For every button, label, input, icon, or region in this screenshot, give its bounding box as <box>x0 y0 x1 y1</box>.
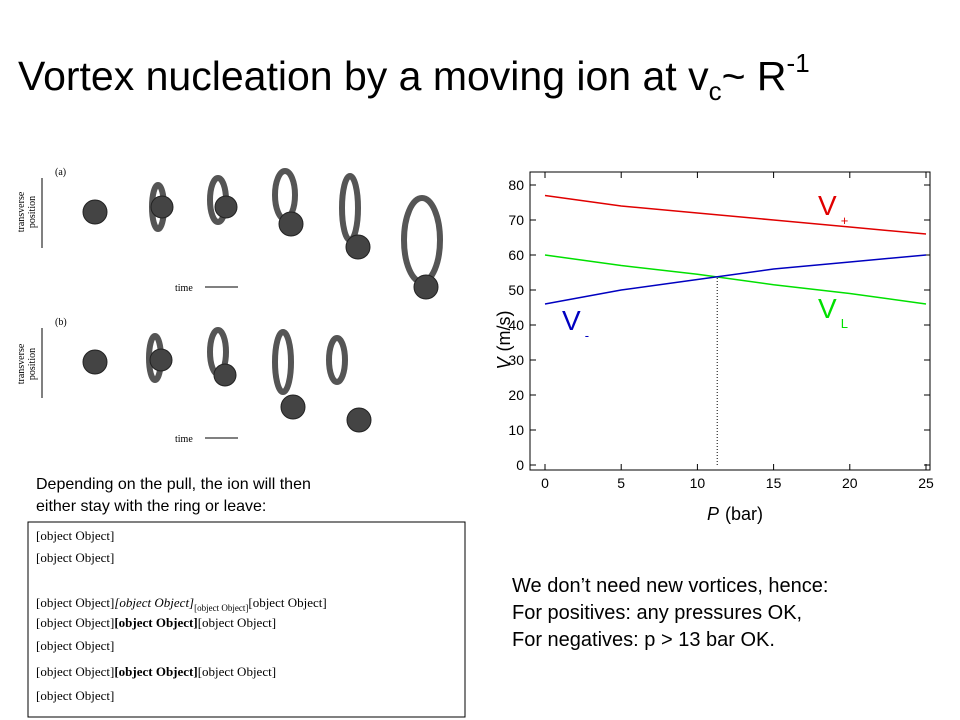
y-axis-label: V (m/s) <box>494 311 514 370</box>
axis-label: position <box>27 348 38 380</box>
title-text: ~ R <box>722 53 787 99</box>
series-line <box>544 194 927 235</box>
title-text: Vortex nucleation by a moving ion at v <box>18 53 709 99</box>
x-tick-label: 10 <box>690 475 706 491</box>
x-tick-label: 25 <box>918 475 934 491</box>
ion <box>345 234 371 260</box>
reference-text: [object Object] <box>36 615 114 630</box>
y-tick-label: 50 <box>508 282 524 298</box>
reference-text: [object Object] <box>198 615 276 630</box>
ion <box>214 195 238 219</box>
axis-unit: (bar) <box>725 504 763 524</box>
conclusion-line: For positives: any pressures OK, <box>512 602 802 624</box>
time-label: time <box>175 283 193 294</box>
series-name: V <box>818 190 837 221</box>
series-subscript: + <box>841 213 849 228</box>
reference-text: [object Object] <box>36 595 114 610</box>
plot-frame <box>529 171 931 471</box>
axis-label: transverse <box>16 191 27 232</box>
title-sub: c <box>709 76 722 106</box>
series-line <box>544 254 927 305</box>
reference-text: [object Object] <box>36 638 114 653</box>
axis-var: P <box>707 504 719 524</box>
ring <box>401 195 443 285</box>
reference-text: [object Object] <box>198 664 276 679</box>
reference-text: [object Object] <box>114 664 197 679</box>
series-name: V <box>818 293 837 324</box>
caption: Depending on the pull, the ion will then <box>36 476 311 493</box>
y-tick-label: 0 <box>516 457 524 473</box>
ion <box>346 407 372 433</box>
simulation-figure <box>41 168 443 439</box>
reference-text: [object Object] <box>248 595 326 610</box>
ion <box>280 394 306 420</box>
axis-label: transverse <box>16 343 27 384</box>
reference-box <box>27 521 466 718</box>
series-name: V <box>562 305 581 336</box>
ion <box>149 348 173 372</box>
y-tick-label: 10 <box>508 422 524 438</box>
series-line <box>544 254 927 305</box>
caption: either stay with the ring or leave: <box>36 498 266 515</box>
y-tick-label: 40 <box>508 317 524 333</box>
reference-line: [object Object][object Object][object Ob… <box>36 615 276 630</box>
x-tick-label: 0 <box>541 475 549 491</box>
reference-text: [object Object] <box>114 595 194 610</box>
axis-var: V <box>494 356 514 370</box>
x-tick-label: 15 <box>766 475 782 491</box>
ion <box>150 195 174 219</box>
reference-line: [object Object] <box>36 638 114 653</box>
y-tick-label: 70 <box>508 212 524 228</box>
axis-unit: (m/s) <box>494 311 514 352</box>
reference-text: [object Object] <box>36 664 114 679</box>
y-tick-label: 20 <box>508 387 524 403</box>
y-tick-label: 30 <box>508 352 524 368</box>
panel-label: (a) <box>55 167 66 178</box>
series-label: V- <box>562 305 589 343</box>
reference-line: [object Object][object Object][object Ob… <box>36 664 276 679</box>
slide-title: Vortex nucleation by a moving ion at vc~… <box>18 48 810 106</box>
ion <box>278 211 304 237</box>
reference-line: [object Object][object Object][object Ob… <box>36 595 327 613</box>
axis-label: position <box>27 196 38 228</box>
title-sup: -1 <box>787 48 810 78</box>
ion <box>82 349 108 375</box>
ion <box>413 274 439 300</box>
ring <box>272 329 294 395</box>
reference-line: [object Object] <box>36 688 114 703</box>
x-tick-label: 5 <box>617 475 625 491</box>
reference-line: [object Object] <box>36 550 114 565</box>
ring <box>339 173 361 243</box>
panel-label: (b) <box>55 317 67 328</box>
x-axis-label: P (bar) <box>707 504 763 524</box>
ion <box>213 363 237 387</box>
series-subscript: - <box>585 328 589 343</box>
reference-line: [object Object] <box>36 528 114 543</box>
reference-text: [object Object] <box>114 615 197 630</box>
reference-text: [object Object] <box>36 550 114 565</box>
conclusion-line: For negatives: p > 13 bar OK. <box>512 629 775 651</box>
series-subscript: L <box>841 316 848 331</box>
reference-text: [object Object] <box>36 528 114 543</box>
reference-text: [object Object] <box>194 603 248 613</box>
x-tick-label: 20 <box>842 475 858 491</box>
time-label: time <box>175 434 193 445</box>
y-tick-label: 60 <box>508 247 524 263</box>
series-label: V + <box>818 190 848 228</box>
reference-text: [object Object] <box>36 688 114 703</box>
ring <box>326 335 348 385</box>
conclusion-line: We don’t need new vortices, hence: <box>512 575 828 597</box>
y-tick-label: 80 <box>508 177 524 193</box>
ion <box>82 199 108 225</box>
